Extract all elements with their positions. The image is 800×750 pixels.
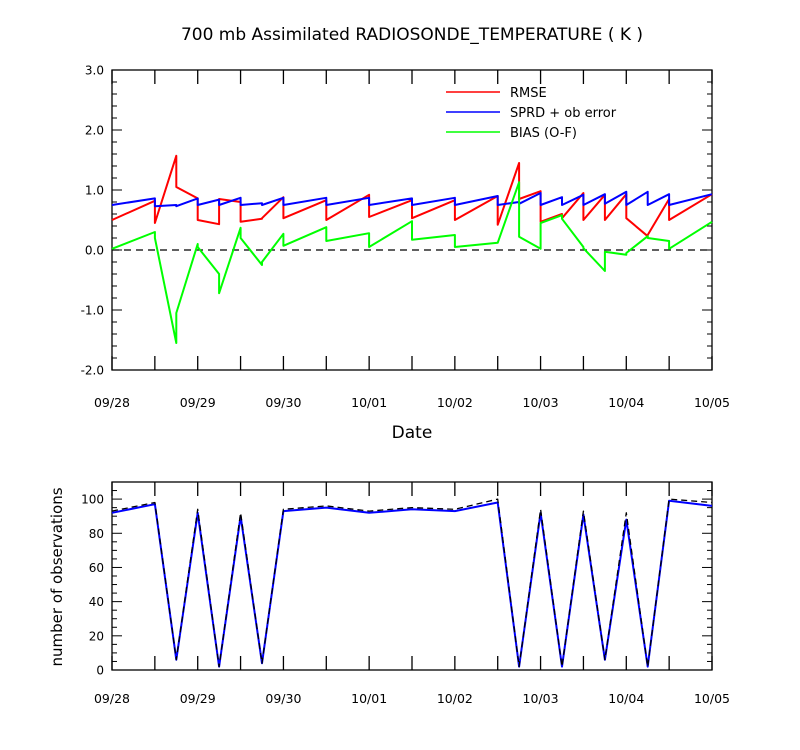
bottom-x-tick-label: 10/02 [437,691,473,706]
top-series-rmse-line [111,154,713,238]
bottom-x-tick-label: 09/30 [265,691,301,706]
bottom-series-used-line [111,499,713,668]
top-x-tick-label: 09/28 [94,395,130,410]
bottom-y-tick-label: 80 [89,527,104,541]
bottom-series-possible-line [111,498,713,668]
bottom-chart-panel: 09/28 09/29 09/30 10/01 10/02 10/03 10/04 10/05… [81,481,730,706]
top-x-tick-label: 10/03 [523,395,559,410]
bottom-x-tick-label: 09/29 [180,691,216,706]
top-x-tick-label: 10/04 [608,395,644,410]
top-x-axis-label: Date [392,423,433,443]
top-series-bias-o-f-line [111,181,713,344]
legend-label: BIAS (O-F) [510,126,577,141]
top-y-tick-label: 1.0 [85,184,104,198]
top-x-tick-label: 09/30 [265,395,301,410]
top-y-tick-label: 2.0 [85,124,104,138]
top-x-tick-label: 10/05 [694,395,730,410]
top-y-tick-label: 3.0 [85,64,104,78]
top-x-tick-label: 09/29 [180,395,216,410]
bottom-y-tick-label: 20 [89,629,104,643]
bottom-y-tick-label: 40 [89,595,104,609]
top-y-tick-label: -2.0 [81,364,104,378]
top-y-tick-label: 0.0 [85,244,104,258]
bottom-y-tick-label: 60 [89,561,104,575]
legend-label: RMSE [510,86,547,101]
chart-title: 700 mb Assimilated RADIOSONDE_TEMPERATUR… [181,25,643,45]
bottom-x-tick-label: 10/04 [608,691,644,706]
top-series-sprd-ob-error-line [111,190,713,208]
bottom-x-tick-label: 10/05 [694,691,730,706]
top-y-tick-label: -1.0 [81,304,104,318]
top-x-tick-label: 10/02 [437,395,473,410]
top-chart-panel: 09/28 09/29 09/30 10/01 10/02 10/03 10/04 10/05… [81,64,730,411]
bottom-x-tick-label: 10/03 [523,691,559,706]
bottom-y-axis-label: number of observations [48,487,66,666]
bottom-y-tick-label: 100 [81,493,104,507]
top-x-tick-label: 10/01 [351,395,387,410]
legend-label: SPRD + ob error [510,106,617,121]
bottom-x-tick-label: 10/01 [351,691,387,706]
bottom-y-tick-label: 0 [96,664,104,678]
bottom-x-tick-label: 09/28 [94,691,130,706]
